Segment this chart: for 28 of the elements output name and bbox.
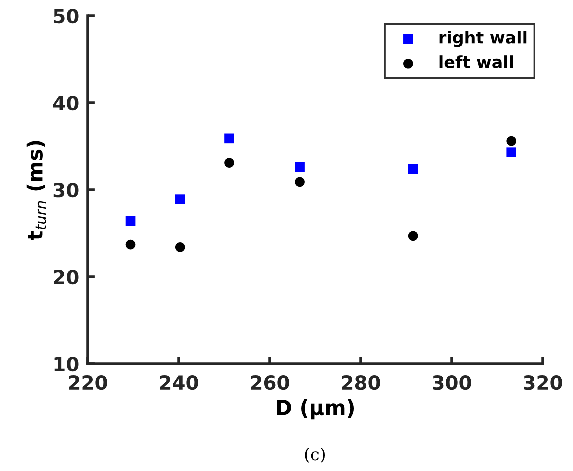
point (175, 242, 186, 252)
point (175, 194, 186, 204)
x-tick-label: 220 (69, 375, 108, 390)
x-axis-title: D (μm) (277, 399, 354, 420)
legend-label: right wall (440, 31, 527, 48)
point (408, 164, 418, 174)
y-axis-title: t$_{turn}$ (ms) (26, 141, 46, 240)
legend-label: left wall (440, 56, 514, 68)
text: (c) (305, 448, 325, 464)
point (126, 216, 136, 226)
point (224, 158, 234, 168)
point (506, 148, 517, 158)
point (224, 134, 234, 144)
point (295, 177, 305, 188)
x-tick-label: 300 (433, 375, 472, 390)
y-tick-label: 20 (54, 270, 79, 285)
x-tick-label: 320 (524, 375, 562, 390)
point (506, 136, 517, 146)
point (126, 240, 136, 250)
y-tick-label: 50 (54, 8, 79, 24)
x-tick-label: 280 (342, 375, 380, 390)
y-tick-label: 10 (54, 356, 79, 372)
y-tick-label: 40 (53, 96, 79, 111)
x-tick-label: 240 (160, 375, 198, 390)
point (295, 162, 305, 172)
point (408, 231, 418, 242)
y-tick-label: 30 (54, 182, 79, 198)
x-tick-label: 260 (251, 375, 290, 390)
